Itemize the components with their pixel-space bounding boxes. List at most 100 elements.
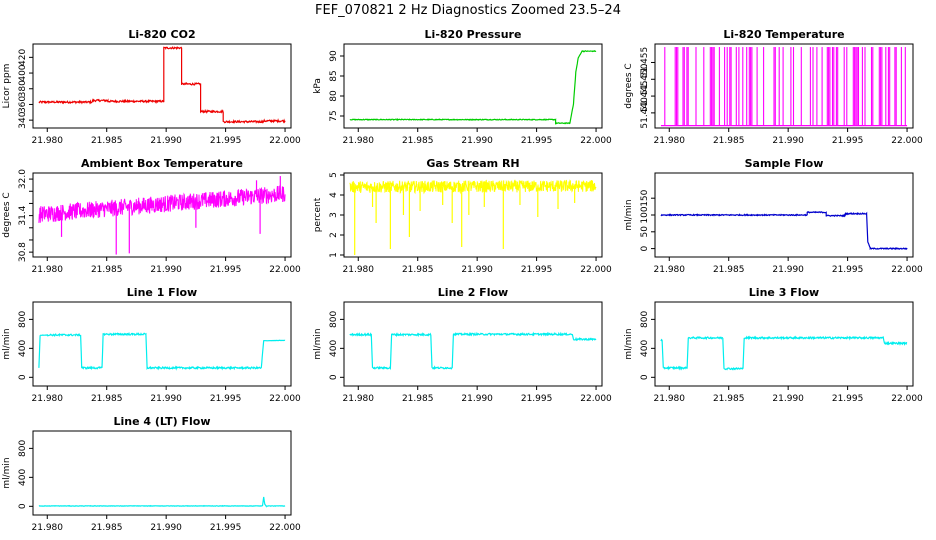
y-axis-label: Licor ppm [2,64,12,109]
x-tick-label: 21.985 [713,136,745,146]
y-tick-label: 400 [18,468,28,485]
plot-frame [32,43,292,129]
panel-title: Sample Flow [745,157,824,170]
x-tick-label: 22.000 [269,136,301,146]
plot-frame [343,43,603,129]
panel-title: Li-820 CO2 [128,28,195,41]
chart-panel-10: Line 4 (LT) Flow 21.980 21.985 21.990 21.995… [2,415,301,533]
x-tick-label: 21.995 [521,265,553,275]
y-tick-label: 100 [640,206,650,223]
x-tick-label: 22.000 [891,136,923,146]
x-tick-label: 21.995 [521,136,553,146]
y-tick-label: 360 [18,96,28,113]
y-tick-label: 85 [329,70,339,81]
y-tick-label: 1 [329,252,339,258]
plot-frame [654,301,914,387]
x-tick-label: 21.995 [210,394,242,404]
panel-title: Li-820 Pressure [425,28,522,41]
x-tick-label: 21.980 [32,394,64,404]
x-tick-label: 21.985 [91,265,123,275]
panel-title: Gas Stream RH [426,157,519,170]
x-tick-label: 21.990 [150,136,182,146]
y-tick-label: 800 [18,440,28,457]
x-tick-label: 21.980 [654,394,686,404]
y-tick-label: 420 [18,48,28,65]
data-layer [660,335,908,371]
data-layer [38,331,286,371]
panel-title: Line 1 Flow [127,286,197,299]
data-series-line [349,331,597,371]
y-tick-label: 90 [329,50,339,62]
x-tick-label: 21.990 [150,523,182,533]
x-tick-label: 21.995 [210,136,242,146]
data-series-line [38,331,286,371]
x-tick-label: 21.990 [461,265,493,275]
x-tick-label: 21.980 [343,136,375,146]
x-tick-label: 21.985 [713,394,745,404]
x-tick-label: 21.985 [402,265,434,275]
x-tick-label: 22.000 [580,265,612,275]
x-tick-label: 21.990 [772,394,804,404]
y-tick-label: 0 [18,503,28,509]
data-layer [38,176,286,255]
chart-panel-7: Line 1 Flow 21.980 21.985 21.990 21.995 22.00… [2,286,301,404]
y-tick-label: 2 [329,232,339,238]
y-tick-label: 51.445 [640,80,650,112]
y-axis-label: ml/min [313,328,323,359]
y-tick-label: 150 [640,189,650,206]
x-tick-label: 21.990 [772,136,804,146]
data-series-line [660,335,908,371]
chart-panel-9: Line 3 Flow 21.980 21.985 21.990 21.995 22.00… [624,286,923,404]
y-tick-label: 380 [18,80,28,97]
y-tick-label: 400 [18,64,28,81]
chart-panel-1: Li-820 CO2 21.980 21.985 21.990 21.995 22.000… [2,28,301,146]
y-tick-label: 400 [640,339,650,356]
panel-title: Li-820 Temperature [723,28,844,41]
y-axis-label: ml/min [2,457,12,488]
x-tick-label: 21.985 [713,265,745,275]
panel-title: Line 3 Flow [749,286,819,299]
chart-panel-3: Li-820 Temperature 21.980 21.985 21.990 21.9… [624,28,923,146]
y-tick-label: 51.440 [640,97,650,129]
y-tick-label: 800 [18,311,28,328]
x-tick-label: 21.980 [343,394,375,404]
y-tick-label: 400 [18,339,28,356]
x-tick-label: 21.985 [402,136,434,146]
panel-title: Line 2 Flow [438,286,508,299]
y-axis-label: degrees C [624,63,634,108]
x-tick-label: 21.980 [343,265,375,275]
x-tick-label: 21.990 [150,265,182,275]
y-axis-label: ml/min [624,328,634,359]
x-tick-label: 21.995 [832,136,864,146]
data-layer [660,47,908,127]
x-tick-label: 21.995 [210,265,242,275]
y-tick-label: 800 [329,311,339,328]
data-series-line [38,185,286,223]
data-layer [349,331,597,371]
y-tick-label: 0 [640,374,650,380]
plot-frame [32,301,292,387]
x-tick-label: 21.990 [772,265,804,275]
y-tick-label: 0 [329,374,339,380]
x-tick-label: 21.985 [402,394,434,404]
x-tick-label: 22.000 [891,265,923,275]
y-tick-label: 50 [640,226,650,238]
plot-frame [343,301,603,387]
data-layer [349,179,597,255]
x-tick-label: 21.980 [654,265,686,275]
y-tick-label: 4 [329,192,339,198]
y-axis-label: ml/min [624,199,634,230]
data-series-line [660,210,908,251]
data-series-line [38,496,286,508]
y-tick-label: 51.450 [640,63,650,95]
y-tick-label: 0 [18,374,28,380]
data-layer [349,50,597,126]
x-tick-label: 21.985 [91,523,123,533]
data-series-line [349,179,597,195]
plot-frame [654,43,914,129]
chart-panel-8: Line 2 Flow 21.980 21.985 21.990 21.995 22.00… [313,286,612,404]
x-tick-label: 21.980 [32,136,64,146]
y-tick-label: 400 [329,339,339,356]
x-tick-label: 21.985 [91,394,123,404]
chart-panel-4: Ambient Box Temperature 21.980 21.985 21.99… [2,157,301,275]
